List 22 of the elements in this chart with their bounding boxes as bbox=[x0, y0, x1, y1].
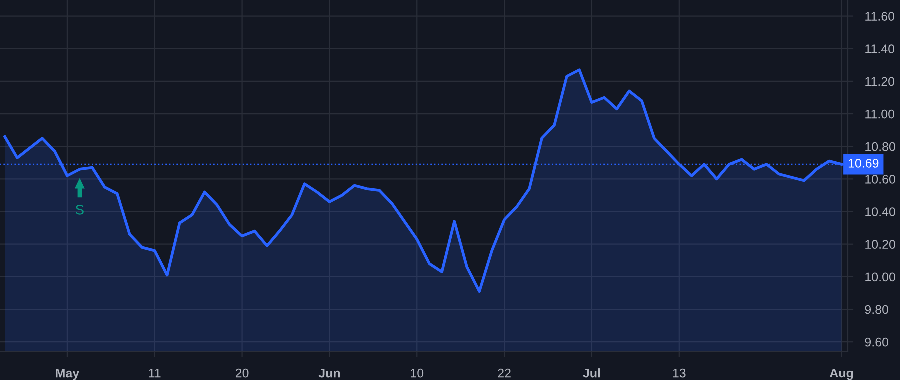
y-tick-label: 9.60 bbox=[865, 338, 889, 347]
y-tick-label: 10.20 bbox=[866, 240, 896, 250]
y-tick-label: 9.80 bbox=[865, 305, 889, 314]
ref-line-label: 10.69 bbox=[848, 159, 879, 168]
x-tick-label: May bbox=[56, 369, 80, 380]
x-tick-label: Jun bbox=[318, 369, 340, 378]
y-tick-label: 10.60 bbox=[866, 175, 896, 184]
y-tick-label: 11.40 bbox=[866, 44, 895, 54]
y-tick-label: 10.00 bbox=[866, 272, 896, 282]
annotation: S bbox=[76, 204, 84, 215]
y-tick-label: 11.00 bbox=[866, 110, 895, 119]
x-tick-label: 22 bbox=[498, 368, 511, 378]
y-tick-label: 10.40 bbox=[866, 208, 896, 216]
x-tick-label: 10 bbox=[411, 368, 424, 378]
y-tick-label: 11.60 bbox=[866, 12, 895, 21]
y-tick-label: 11.20 bbox=[866, 77, 895, 86]
x-tick-label: Aug bbox=[830, 368, 854, 380]
y-tick-label: 10.80 bbox=[866, 142, 896, 152]
x-tick-label: Jul bbox=[583, 368, 600, 378]
x-tick-label: 11 bbox=[149, 369, 161, 378]
x-tick-label: 20 bbox=[236, 368, 249, 378]
x-tick-label: 13 bbox=[673, 368, 686, 378]
